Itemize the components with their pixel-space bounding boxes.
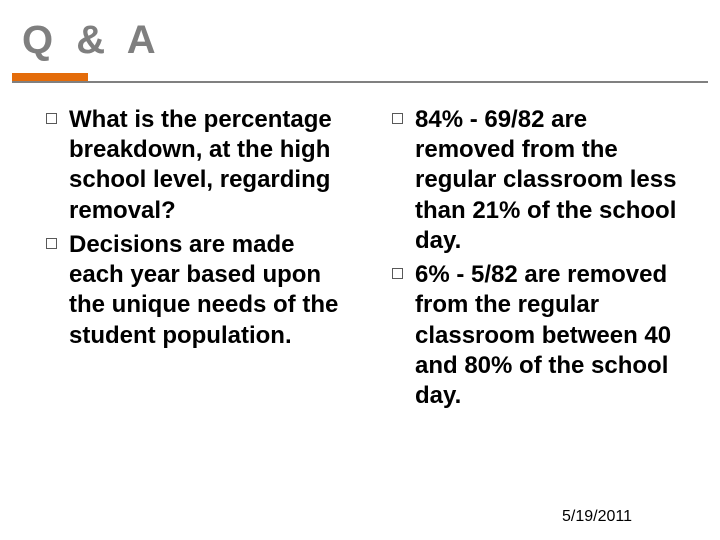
accent-bar [12, 73, 88, 81]
list-item: Decisions are made each year based upon … [46, 230, 344, 351]
content-columns: What is the percentage breakdown, at the… [0, 83, 720, 415]
square-bullet-icon [392, 113, 403, 124]
right-column: 84% - 69/82 are removed from the regular… [392, 105, 690, 415]
square-bullet-icon [46, 238, 57, 249]
bullet-text: 6% - 5/82 are removed from the regular c… [415, 260, 690, 411]
bullet-text: 84% - 69/82 are removed from the regular… [415, 105, 690, 256]
list-item: 6% - 5/82 are removed from the regular c… [392, 260, 690, 411]
list-item: What is the percentage breakdown, at the… [46, 105, 344, 226]
left-column: What is the percentage breakdown, at the… [46, 105, 344, 415]
slide-date: 5/19/2011 [562, 508, 632, 526]
page-title: Q & A [0, 0, 720, 73]
square-bullet-icon [46, 113, 57, 124]
bullet-text: What is the percentage breakdown, at the… [69, 105, 344, 226]
bullet-text: Decisions are made each year based upon … [69, 230, 344, 351]
square-bullet-icon [392, 268, 403, 279]
title-divider [12, 73, 708, 81]
list-item: 84% - 69/82 are removed from the regular… [392, 105, 690, 256]
